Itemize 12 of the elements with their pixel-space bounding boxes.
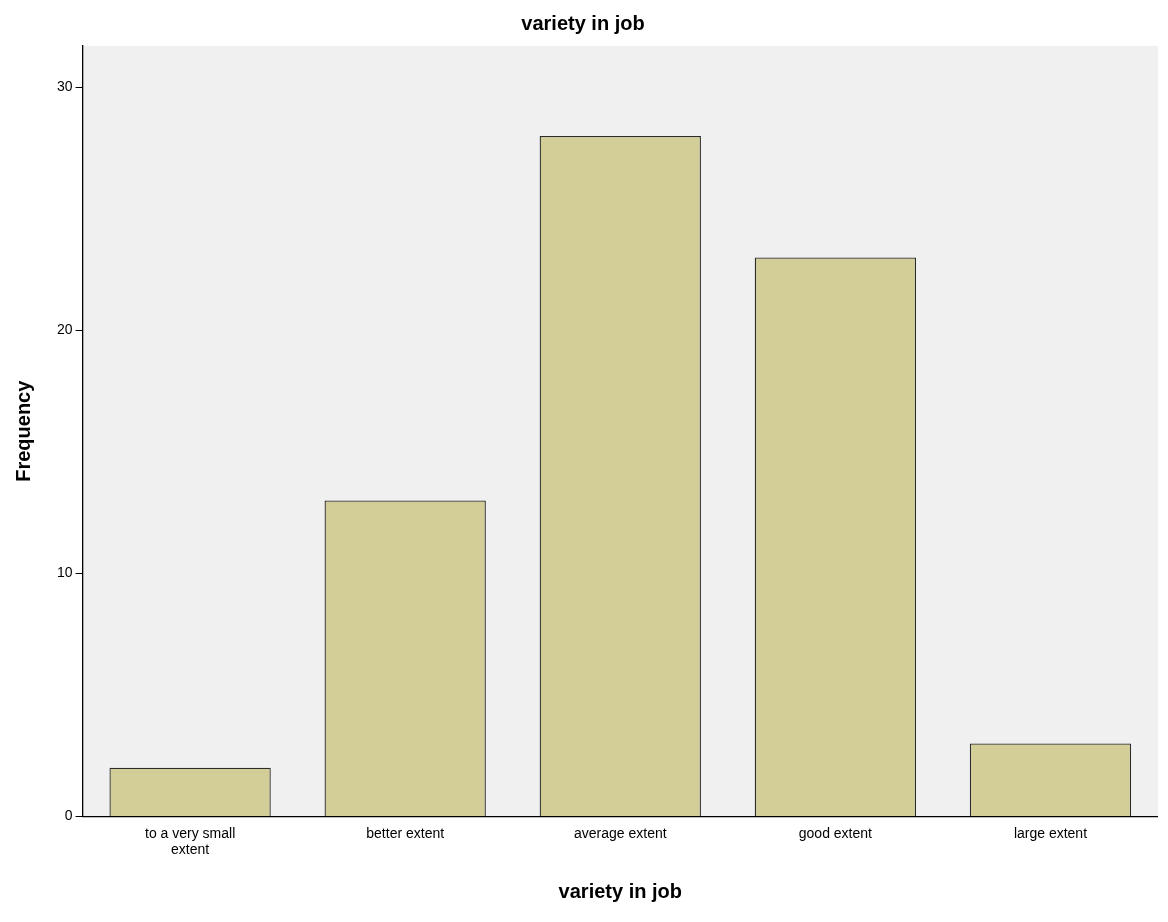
y-tick-label: 20	[56, 321, 73, 338]
y-tick-label: 10	[56, 564, 73, 581]
y-tick-label: 0	[64, 807, 73, 824]
x-tick-label: large extent	[1013, 824, 1088, 841]
x-tick-label: average extent	[573, 824, 667, 841]
y-tick-label: 30	[56, 78, 73, 95]
y-axis-title: Frequency	[11, 379, 34, 482]
x-tick-label: good extent	[798, 824, 873, 841]
x-axis-title: variety in job	[558, 879, 682, 902]
chart-title: variety in job	[521, 11, 645, 34]
x-tick-label: better extent	[366, 824, 445, 841]
x-tick-label: to a very small extent	[144, 824, 236, 858]
